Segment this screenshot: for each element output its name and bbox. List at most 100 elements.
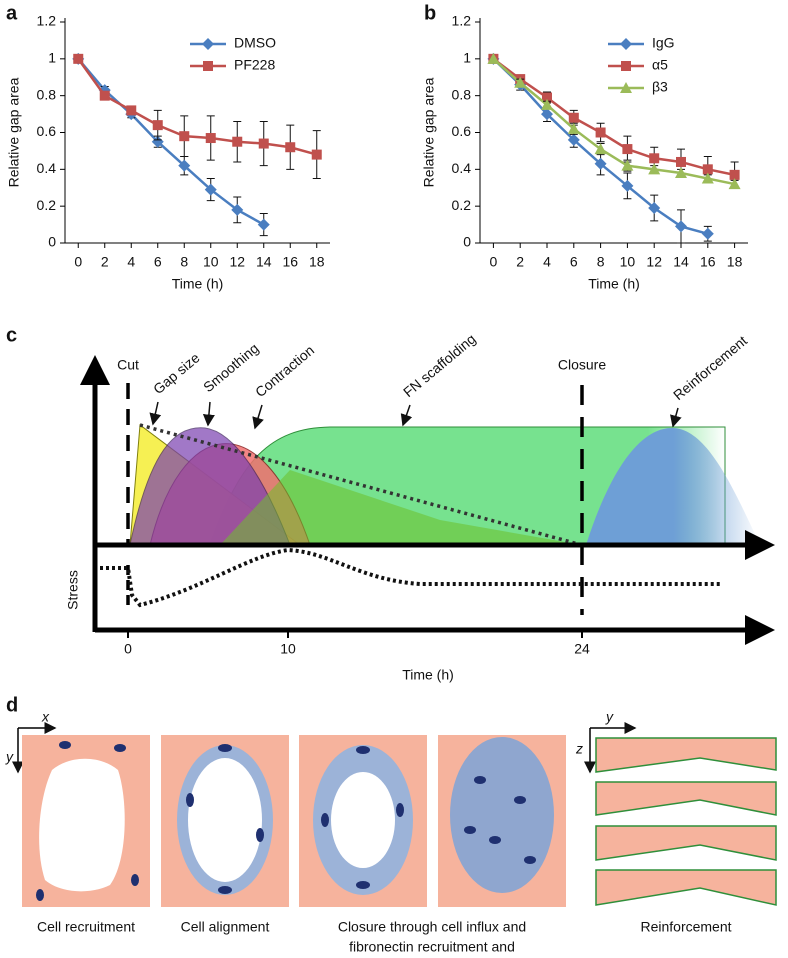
x-tick-label: 4	[127, 254, 135, 270]
y-tick-label: 0.2	[37, 197, 57, 213]
marker	[676, 156, 686, 167]
y-tick-label: 0	[48, 234, 56, 250]
y-axis-label: Relative gap area	[421, 77, 437, 187]
marker	[701, 227, 714, 240]
pointers	[149, 401, 682, 430]
marker	[621, 159, 634, 171]
marker	[648, 202, 661, 215]
axis-letter: z	[575, 741, 583, 757]
y-tick-label: 0.4	[452, 160, 472, 176]
y-tick-label: 1	[48, 50, 56, 66]
x-tick-label: 10	[620, 254, 636, 270]
marker	[257, 218, 270, 231]
panel-label: d	[6, 694, 18, 716]
series-line	[77, 58, 318, 156]
marker	[126, 105, 137, 116]
x-tick-label: 18	[309, 254, 325, 270]
caption: Reinforcement	[640, 919, 731, 935]
marker	[178, 159, 191, 172]
y-tick-label: 0.8	[452, 86, 472, 102]
marker	[73, 53, 84, 64]
axis-letter: y	[605, 709, 614, 725]
series-line	[492, 57, 735, 177]
x-tick-label: 14	[256, 254, 272, 270]
x-tick-label: 2	[101, 254, 109, 270]
legend-label: β3	[652, 79, 668, 95]
marker	[542, 92, 552, 103]
marker	[99, 90, 110, 101]
marker	[541, 108, 553, 121]
panel-label: b	[424, 2, 436, 24]
axis-letter: y	[5, 749, 14, 765]
tick-label: 0	[124, 641, 132, 657]
phase-label: FN scaffolding	[400, 331, 479, 401]
marker	[728, 178, 741, 190]
x-tick-label: 6	[154, 254, 162, 270]
y-tick-label: 0.2	[452, 197, 472, 213]
x-tick-label: 16	[700, 254, 716, 270]
marker	[179, 131, 190, 142]
marker	[595, 127, 606, 138]
marker	[622, 144, 633, 155]
marker	[203, 61, 213, 71]
x-tick-label: 16	[282, 254, 298, 270]
marker	[648, 163, 661, 175]
illustrations: x y y z Cell recruitment Cell alignment …	[5, 709, 777, 955]
marker	[311, 149, 322, 160]
x-tick-label: 6	[570, 254, 578, 270]
y-tick-label: 0.6	[37, 123, 57, 139]
legend-label: PF228	[234, 57, 275, 73]
y-axis-label: Relative gap area	[6, 77, 22, 187]
x-tick-label: 12	[646, 254, 662, 270]
marker	[568, 112, 579, 123]
marker	[621, 179, 634, 192]
caption: Cell recruitment	[37, 919, 135, 935]
marker	[487, 52, 500, 64]
marker	[285, 142, 296, 153]
legend-label: DMSO	[234, 35, 276, 51]
marker	[620, 82, 632, 93]
panel-label: c	[6, 324, 17, 346]
marker	[729, 169, 740, 180]
panel-label: a	[6, 2, 18, 24]
caption: fibronectin recruitment and	[349, 939, 515, 955]
y-tick-label: 1	[463, 50, 471, 66]
y-tick-label: 0.6	[452, 123, 472, 139]
cut-label: Cut	[117, 357, 139, 373]
x-tick-label: 8	[597, 254, 605, 270]
axis-letter: x	[41, 709, 50, 725]
x-tick-label: 8	[180, 254, 188, 270]
phase-label: Contraction	[252, 342, 317, 400]
y-tick-label: 0.4	[37, 160, 57, 176]
x-tick-label: 2	[516, 254, 524, 270]
marker	[702, 164, 713, 175]
axis-label: Stress	[65, 570, 81, 610]
phase-diagram: 0 10 24 Time (h) Stress Cut Closure Gap …	[65, 331, 775, 683]
caption: Cell alignment	[181, 919, 270, 935]
marker	[701, 172, 714, 184]
x-tick-label: 0	[74, 254, 82, 270]
caption: Closure through cell influx and	[338, 919, 526, 935]
marker	[594, 157, 607, 170]
marker	[621, 61, 631, 71]
marker	[204, 183, 217, 196]
phase-label: Gap size	[150, 349, 203, 397]
marker	[205, 133, 216, 144]
x-tick-label: 10	[203, 254, 219, 270]
x-axis-label: Time (h)	[172, 276, 224, 292]
y-tick-label: 1.2	[452, 13, 472, 29]
marker	[675, 167, 687, 179]
y-tick-label: 0.8	[37, 86, 57, 102]
x-tick-label: 14	[673, 254, 689, 270]
marker	[514, 76, 527, 88]
marker	[232, 136, 243, 147]
marker	[567, 133, 580, 146]
tick-label: 10	[280, 641, 296, 657]
series-line	[492, 57, 735, 186]
x-tick-label: 0	[490, 254, 498, 270]
stress-curve	[100, 547, 720, 608]
marker	[258, 138, 269, 149]
marker	[594, 143, 607, 155]
